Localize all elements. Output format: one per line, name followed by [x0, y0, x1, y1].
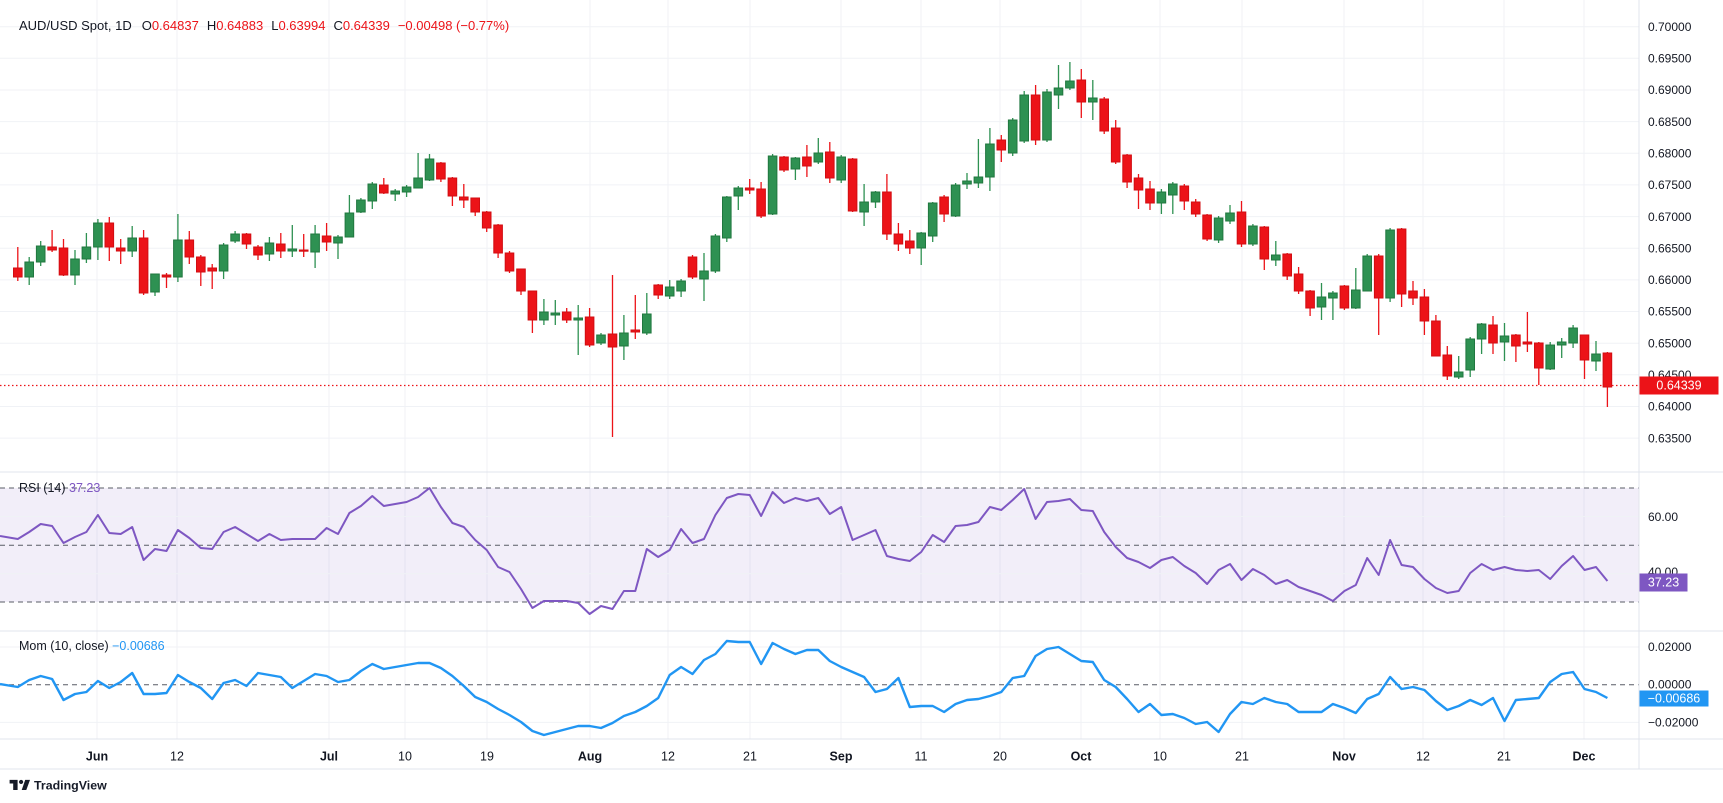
svg-text:−0.02000: −0.02000 [1648, 715, 1699, 729]
svg-text:0.69500: 0.69500 [1648, 52, 1692, 66]
svg-text:0.65000: 0.65000 [1648, 336, 1692, 350]
svg-text:12: 12 [170, 750, 184, 764]
svg-text:Jul: Jul [320, 750, 338, 764]
svg-text:0.64000: 0.64000 [1648, 400, 1692, 414]
svg-text:−0.00686: −0.00686 [1648, 692, 1701, 706]
svg-text:0.70000: 0.70000 [1648, 20, 1692, 34]
svg-text:12: 12 [1416, 750, 1430, 764]
svg-text:0.02000: 0.02000 [1648, 640, 1692, 654]
svg-text:19: 19 [480, 750, 494, 764]
svg-text:0.66000: 0.66000 [1648, 273, 1692, 287]
svg-text:0.66500: 0.66500 [1648, 241, 1692, 255]
svg-text:RSI (14) 37.23: RSI (14) 37.23 [19, 481, 100, 495]
svg-text:20: 20 [993, 750, 1007, 764]
svg-text:Dec: Dec [1573, 750, 1596, 764]
svg-text:60.00: 60.00 [1648, 510, 1678, 524]
svg-text:0.68000: 0.68000 [1648, 147, 1692, 161]
svg-text:Aug: Aug [578, 750, 602, 764]
svg-text:0.65500: 0.65500 [1648, 305, 1692, 319]
svg-text:10: 10 [1153, 750, 1167, 764]
svg-text:12: 12 [661, 750, 675, 764]
svg-text:Oct: Oct [1071, 750, 1093, 764]
svg-text:Nov: Nov [1332, 750, 1356, 764]
svg-text:21: 21 [1497, 750, 1511, 764]
svg-text:0.63500: 0.63500 [1648, 431, 1692, 445]
svg-text:21: 21 [743, 750, 757, 764]
svg-text:21: 21 [1235, 750, 1249, 764]
svg-text:Sep: Sep [830, 750, 853, 764]
svg-text:Mom (10, close) −0.00686: Mom (10, close) −0.00686 [19, 639, 165, 653]
svg-text:0.67500: 0.67500 [1648, 178, 1692, 192]
svg-text:Jun: Jun [86, 750, 108, 764]
svg-text:10: 10 [398, 750, 412, 764]
svg-text:0.68500: 0.68500 [1648, 115, 1692, 129]
svg-text:TradingView: TradingView [34, 779, 107, 793]
svg-text:0.64339: 0.64339 [1656, 379, 1701, 393]
svg-text:0.67000: 0.67000 [1648, 210, 1692, 224]
svg-text:0.69000: 0.69000 [1648, 83, 1692, 97]
svg-text:11: 11 [915, 750, 928, 764]
svg-text:0.00000: 0.00000 [1648, 678, 1692, 692]
svg-text:37.23: 37.23 [1648, 576, 1679, 590]
